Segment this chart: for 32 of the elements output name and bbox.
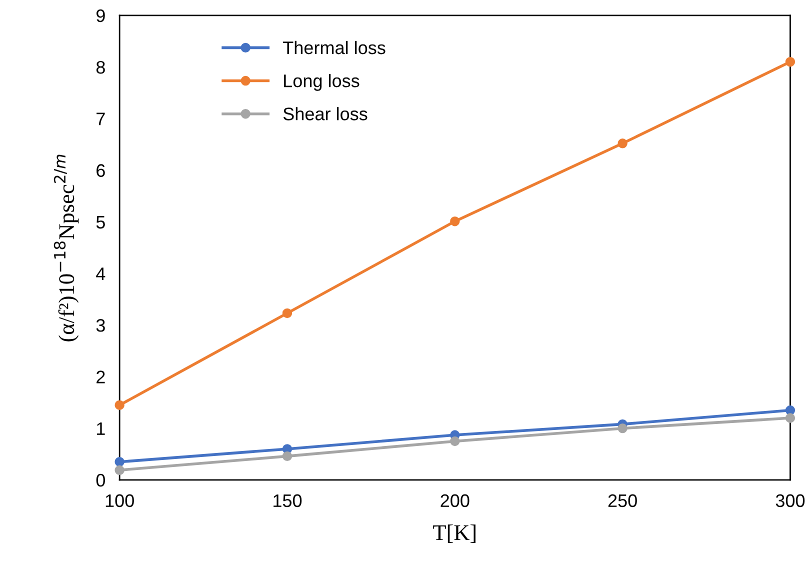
point [785,56,796,67]
point [282,451,292,462]
y-tick-label: 9 [96,9,105,22]
x-tick-label: 300 [776,494,805,508]
y-axis-title: (α/f²)10$^{−18}$Npsec$^{2/m}$ [54,154,79,342]
point [785,413,796,423]
y-tick-label: 3 [96,319,105,332]
x-tick-label: 200 [440,494,470,508]
point [114,465,124,475]
y-tick-label: 5 [96,216,105,229]
y-tick-label: 6 [96,164,105,177]
legend-label: Thermal loss [283,40,386,54]
y-tick-label: 0 [96,474,105,487]
y-tick-label: 2 [96,370,105,384]
point [618,423,628,434]
point [114,457,124,467]
x-tick-label: 250 [608,494,637,508]
point [282,308,292,318]
y-tick-label: 1 [97,422,105,435]
x-axis-title: T[K] [433,524,476,543]
legend-label: Long loss [284,74,360,91]
legend-label: Shear loss [283,107,368,120]
point [450,216,460,226]
y-tick-label: 7 [96,112,105,126]
point [450,436,460,446]
x-tick-label: 100 [106,494,134,508]
y-tick-label: 8 [96,60,105,74]
point [114,400,124,410]
x-tick-label: 150 [274,494,302,508]
point [618,138,628,148]
y-tick-label: 4 [96,268,106,280]
point [785,405,796,416]
